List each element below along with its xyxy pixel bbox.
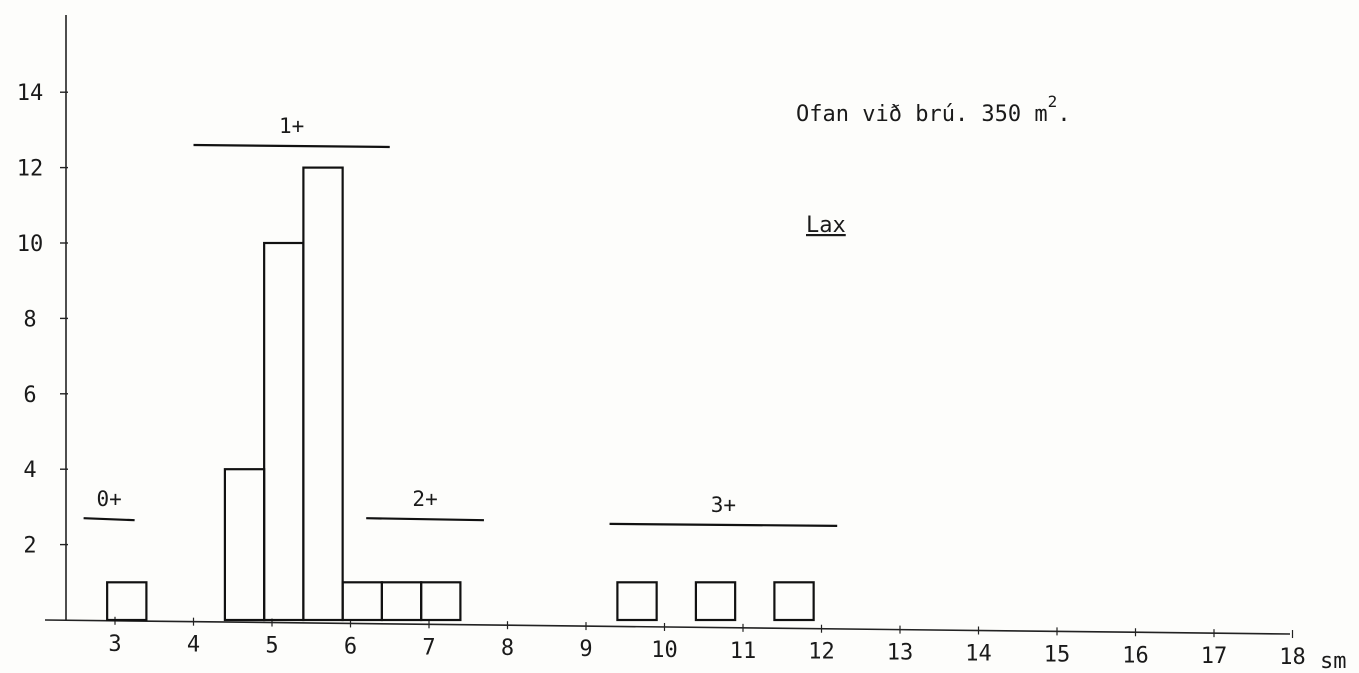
histogram-bar	[773, 581, 815, 622]
age-group-label: 0+	[96, 487, 121, 511]
age-group-line	[609, 522, 838, 527]
age-group-line	[366, 517, 484, 522]
x-tick-label: 16	[1122, 643, 1149, 668]
y-tick-label: 12	[17, 157, 44, 182]
bars	[106, 166, 815, 622]
age-group-label: 2+	[412, 487, 437, 511]
x-tick-label: 4	[187, 633, 200, 658]
histogram-bar	[694, 581, 737, 622]
histogram-bar	[106, 581, 148, 622]
x-tick-label: 15	[1044, 642, 1071, 667]
age-group-line	[193, 143, 390, 149]
x-tick-label: 12	[808, 640, 835, 665]
histogram-bar	[302, 166, 344, 622]
x-tick-label: 9	[579, 637, 592, 662]
x-tick-label: 6	[344, 634, 357, 659]
age-group-line	[83, 517, 135, 522]
age-group-markers: 0+ 1+ 2+ 3+	[83, 114, 838, 527]
x-tick-label: 8	[501, 636, 514, 661]
age-group-label: 1+	[279, 114, 304, 138]
histogram-bar	[341, 581, 383, 622]
histogram-bar	[263, 241, 305, 622]
x-tick-label: 3	[108, 632, 121, 657]
histogram-bar	[616, 581, 658, 622]
x-tick-label: 11	[730, 639, 757, 664]
y-tick-label: 8	[23, 307, 36, 332]
x-tick-label: 7	[422, 635, 435, 660]
x-tick-label: 13	[887, 641, 914, 666]
x-tick-label: 14	[965, 641, 992, 666]
x-tick-label: 10	[651, 638, 678, 663]
species-label: Lax	[806, 213, 846, 238]
axes: 2 4 6 8 10 12 14 3 4 5 6 7 8 9 10 11 12 13 14 15 16 17 18	[17, 15, 1306, 670]
chart-title: Ofan við brú. 350 m2.	[796, 92, 1071, 127]
histogram-bar	[223, 468, 266, 622]
x-tick-label: 17	[1201, 644, 1228, 669]
x-axis-line	[44, 619, 1291, 635]
y-tick-label: 10	[17, 232, 44, 257]
annotations: Ofan við brú. 350 m2. Lax sm	[796, 92, 1347, 673]
y-tick-label: 2	[23, 534, 36, 559]
y-tick-label: 6	[23, 383, 36, 408]
histogram-bar	[380, 581, 423, 622]
y-tick-label: 14	[17, 81, 44, 106]
x-axis-unit: sm	[1320, 649, 1347, 673]
y-tick-label: 4	[23, 458, 36, 483]
age-group-label: 3+	[711, 493, 736, 517]
x-tick-label: 18	[1279, 645, 1306, 670]
x-tick-label: 5	[265, 634, 278, 659]
histogram-bar	[420, 581, 462, 622]
